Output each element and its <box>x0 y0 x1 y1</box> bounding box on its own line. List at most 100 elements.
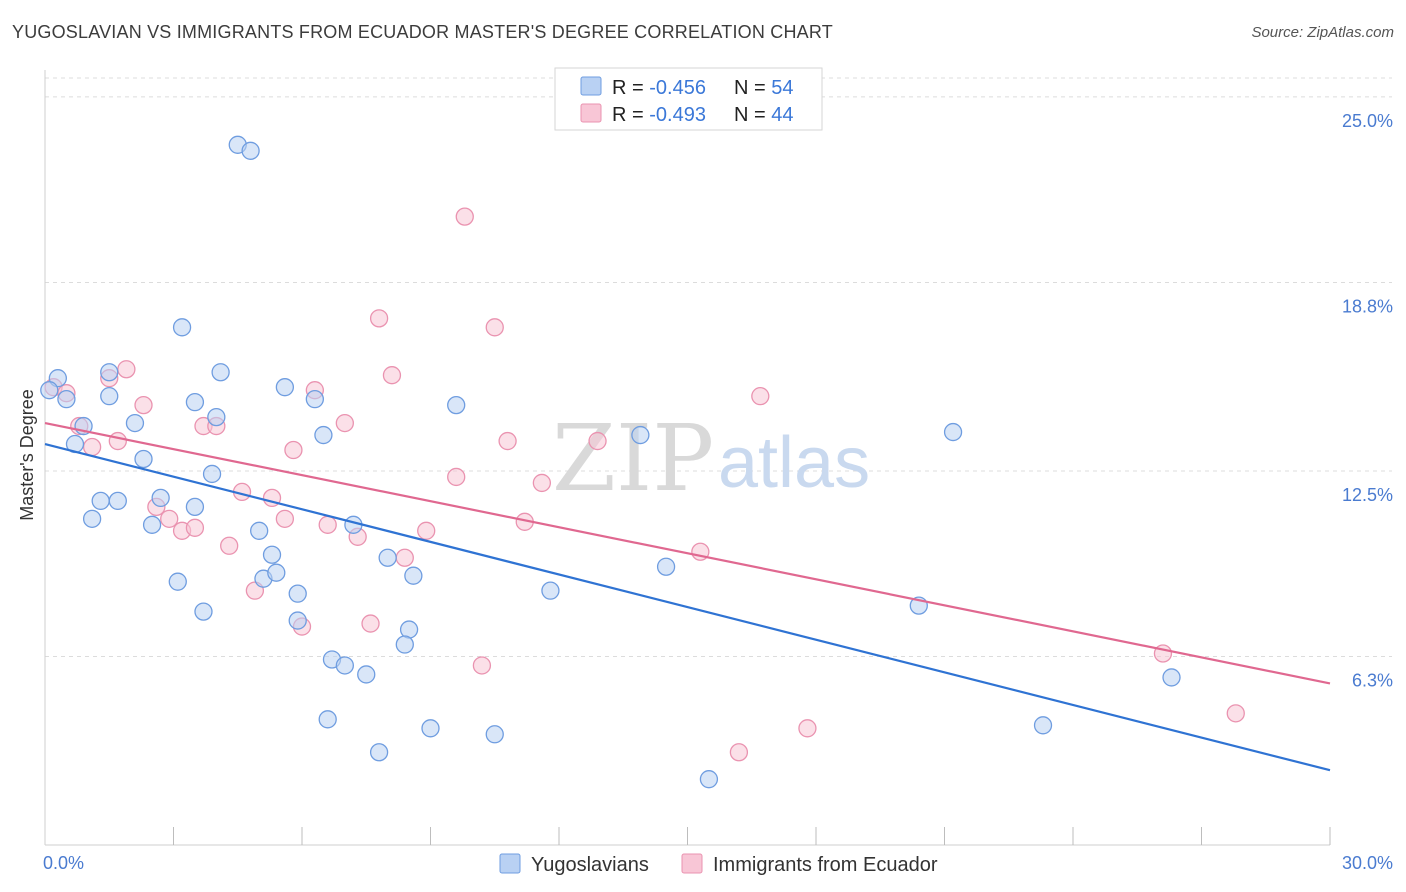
yugoslavian-point <box>399 620 419 639</box>
ecuador-point <box>361 614 380 633</box>
legend-r-label-2: R = <box>612 104 649 126</box>
ecuador-point <box>82 437 102 457</box>
yugoslavian-point <box>267 563 286 582</box>
yugoslavian-point <box>82 509 102 528</box>
y-axis-label: Master's Degree <box>17 389 37 520</box>
yugoslavian-point <box>100 387 119 406</box>
ecuador-point <box>532 473 552 493</box>
ecuador-point <box>220 536 239 555</box>
ecuador-point <box>160 509 179 528</box>
watermark-atlas: atlas <box>718 423 870 503</box>
ecuador-point <box>382 366 402 385</box>
yugoslavian-point <box>335 656 354 675</box>
watermark: ZIP atlas <box>552 405 870 512</box>
legend-n-text-yugoslavians: N = 54 <box>734 77 794 99</box>
ecuador-point <box>134 395 153 415</box>
ecuador-point <box>498 431 517 451</box>
chart-title: YUGOSLAVIAN VS IMMIGRANTS FROM ECUADOR M… <box>12 22 833 42</box>
data-points <box>40 135 1245 789</box>
yugoslavian-point <box>125 413 145 433</box>
yugoslavian-point <box>134 449 153 469</box>
yugoslavian-point <box>314 425 333 445</box>
legend-n-text-ecuador: N = 44 <box>734 104 794 126</box>
legend-n-label-1: N = <box>734 77 771 99</box>
yugoslavian-point <box>262 545 282 564</box>
legend-r-label-1: R = <box>612 77 649 99</box>
yugoslavian-point <box>108 491 127 511</box>
yugoslavian-point <box>168 572 187 591</box>
yugoslavian-point <box>185 392 205 412</box>
yugoslavian-point <box>185 497 205 517</box>
yugoslavian-point <box>305 390 325 409</box>
bottom-legend-swatch-yugoslavians <box>499 853 521 874</box>
ecuador-point <box>284 440 303 460</box>
x-tick-label: 30.0% <box>1342 853 1393 873</box>
yugoslavian-point <box>485 725 504 744</box>
ecuador-point <box>275 509 295 528</box>
yugoslavian-point <box>250 521 269 540</box>
ecuador-point <box>472 656 492 675</box>
watermark-zip: ZIP <box>552 405 714 512</box>
legend-r-text-yugoslavians: R = -0.456 <box>612 77 706 99</box>
yugoslavian-point <box>631 425 650 445</box>
ecuador-point <box>588 431 607 451</box>
yugoslavian-point <box>207 407 226 427</box>
yugoslavian-point <box>404 566 423 585</box>
legend-swatch-yugoslavians <box>580 76 602 96</box>
tick-labels: 6.3% 12.5% 18.8% 25.0% 0.0% 30.0% <box>43 111 1393 873</box>
ecuador-point <box>1226 704 1245 723</box>
legend-swatch-ecuador <box>580 103 602 123</box>
yugoslavian-point <box>447 395 466 415</box>
yugoslavian-point <box>202 464 222 484</box>
x-tick-label: 0.0% <box>43 853 84 873</box>
top-legend: R = -0.456 N = 54 R = -0.493 N = 44 <box>554 67 823 131</box>
ecuador-point <box>455 207 474 226</box>
trend-lines <box>44 422 1331 772</box>
yugoslavian-point <box>288 584 307 603</box>
yugoslavian-point <box>1033 716 1053 735</box>
y-tick-label: 25.0% <box>1342 111 1393 131</box>
axes <box>44 70 1331 846</box>
yugoslavian-point <box>541 581 560 600</box>
bottom-legend: Yugoslavians Immigrants from Ecuador <box>499 853 938 876</box>
bottom-legend-yugoslavians: Yugoslavians <box>531 854 649 876</box>
ecuador-point <box>185 518 205 537</box>
legend-r-value-2: -0.493 <box>649 104 706 126</box>
legend-r-value-1: -0.456 <box>649 77 706 99</box>
yugoslavian-point <box>172 318 192 337</box>
yugoslavian-point <box>57 390 76 409</box>
yugoslavian-point <box>194 602 213 621</box>
ecuador-point <box>729 743 749 762</box>
yugoslavian-point <box>91 491 110 511</box>
yugoslavian-point <box>40 381 59 400</box>
yugoslavian-point <box>151 488 170 508</box>
yugoslavian-trend-line <box>44 442 1331 772</box>
yugoslavian-point <box>421 719 440 738</box>
legend-n-value-1: 54 <box>771 77 793 99</box>
yugoslavian-point <box>100 363 119 382</box>
ecuador-point <box>318 515 337 534</box>
ecuador-point <box>117 360 136 379</box>
ecuador-point <box>485 318 504 337</box>
yugoslavian-point <box>1162 668 1181 687</box>
yugoslavian-point <box>656 557 676 576</box>
ecuador-point <box>395 548 414 567</box>
yugoslavian-point <box>288 611 307 630</box>
yugoslavian-point <box>369 743 389 762</box>
yugoslavian-point <box>318 710 337 729</box>
ecuador-point <box>335 413 354 433</box>
yugoslavian-point <box>378 548 397 567</box>
yugoslavian-point <box>275 378 295 397</box>
bottom-legend-ecuador: Immigrants from Ecuador <box>713 854 938 876</box>
legend-r-text-ecuador: R = -0.493 <box>612 104 706 126</box>
ecuador-point <box>108 431 127 451</box>
legend-n-label-2: N = <box>734 104 771 126</box>
yugoslavian-point <box>357 665 376 684</box>
yugoslavian-point <box>943 422 963 442</box>
source-label: Source: ZipAtlas.com <box>1251 24 1394 41</box>
ecuador-point <box>798 719 817 738</box>
yugoslavian-point <box>142 515 162 534</box>
ecuador-point <box>417 521 436 540</box>
legend-n-value-2: 44 <box>771 104 793 126</box>
